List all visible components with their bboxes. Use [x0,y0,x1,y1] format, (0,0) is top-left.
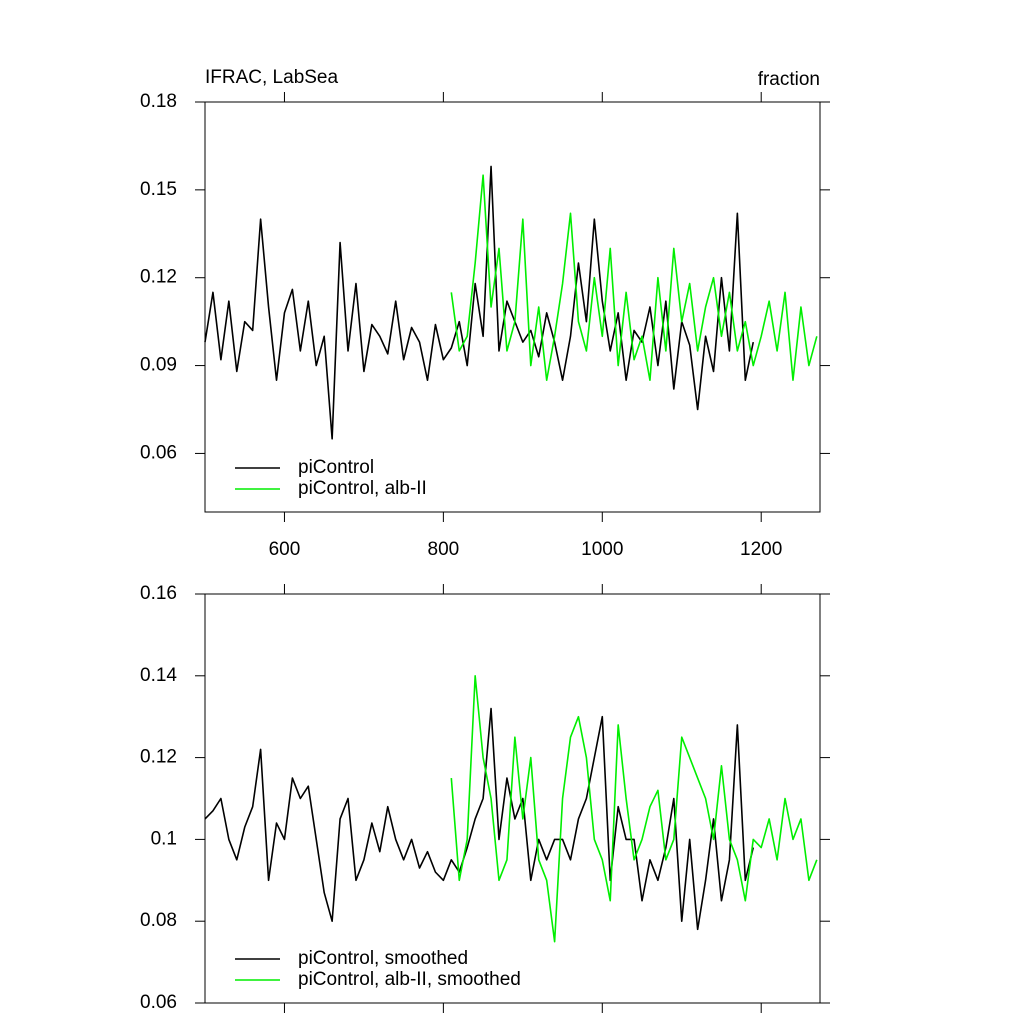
y-tick-label: 0.09 [140,355,177,376]
series-line [450,174,818,382]
legend-label: piControl, alb-II [298,478,427,499]
y-tick-label: 0.16 [140,583,177,604]
series-line [450,675,818,943]
units-label: fraction [758,69,820,90]
legend-label: piControl, alb-II, smoothed [298,969,521,990]
x-tick-label: 600 [269,539,301,560]
chart-title: IFRAC, LabSea [205,67,338,88]
legend-label: piControl [298,457,374,478]
y-tick-label: 0.1 [151,828,177,849]
series-line [204,165,755,440]
y-tick-label: 0.14 [140,665,177,686]
y-tick-label: 0.06 [140,992,177,1013]
series-line [204,707,755,931]
plot-frame [204,101,821,513]
y-tick-label: 0.18 [140,91,177,112]
y-tick-label: 0.15 [140,179,177,200]
legend-label: piControl, smoothed [298,948,468,969]
y-tick-label: 0.12 [140,267,177,288]
x-tick-label: 1200 [740,539,782,560]
y-tick-label: 0.06 [140,442,177,463]
plot-frame [204,593,821,1004]
y-tick-label: 0.08 [140,910,177,931]
x-tick-label: 1000 [581,539,623,560]
x-tick-label: 800 [428,539,460,560]
y-tick-label: 0.12 [140,747,177,768]
